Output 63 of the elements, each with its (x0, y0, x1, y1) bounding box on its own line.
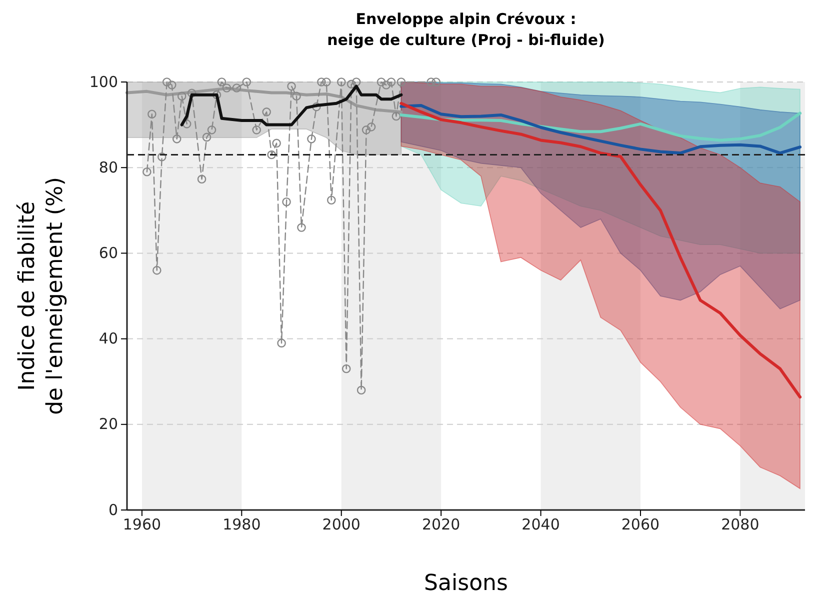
y-tick-label: 60 (98, 244, 118, 262)
point (297, 223, 306, 232)
x-tick-label: 2000 (322, 516, 360, 534)
point (172, 134, 182, 144)
point (326, 196, 336, 205)
point (336, 78, 346, 86)
point (148, 110, 156, 118)
point (272, 138, 281, 148)
point (356, 386, 366, 395)
point (376, 78, 386, 86)
point (197, 174, 206, 184)
point (187, 88, 196, 98)
point (212, 90, 222, 100)
point (167, 80, 176, 90)
y-tick-label: 40 (98, 330, 118, 348)
x-tick-label: 2020 (422, 516, 460, 534)
point (207, 126, 216, 134)
point (346, 80, 356, 89)
point (352, 78, 361, 86)
point (342, 364, 351, 374)
point (152, 266, 162, 275)
x-tick-label: 2080 (721, 516, 760, 534)
point (157, 152, 166, 162)
point (142, 167, 152, 176)
point (162, 78, 172, 86)
point (292, 92, 301, 101)
y-tick-label: 0 (108, 500, 118, 519)
point (287, 82, 296, 91)
x-tick-label: 1980 (222, 516, 261, 534)
point (432, 78, 440, 86)
point (366, 122, 376, 132)
point (267, 150, 276, 160)
point (242, 78, 252, 86)
point (322, 78, 331, 86)
point (282, 197, 291, 206)
point (312, 102, 321, 112)
y-tick-label: 20 (98, 415, 118, 434)
y-tick-label: 80 (98, 158, 118, 176)
x-tick-label: 1960 (122, 516, 162, 534)
point (217, 78, 226, 86)
y-axis-title: Indice de fiabilité de l'enneigement (%) (15, 177, 68, 415)
point (317, 78, 326, 86)
point (382, 80, 391, 90)
point (307, 134, 316, 144)
point (222, 84, 232, 92)
point (262, 108, 271, 116)
point (386, 78, 396, 86)
point (277, 338, 286, 348)
line-series (400, 102, 802, 399)
point (177, 92, 186, 101)
point (232, 84, 242, 92)
y-tick-label: 100 (89, 72, 118, 91)
point (362, 126, 371, 134)
chart-title: Enveloppe alpin Crévoux : neige de culture (Proj - bi-fluide) (327, 10, 605, 49)
x-tick-label: 2060 (621, 516, 660, 534)
x-axis-title: Saisons (424, 571, 508, 596)
point (426, 78, 436, 86)
line-series (400, 104, 802, 155)
point (202, 132, 212, 142)
point (392, 112, 401, 121)
point (252, 126, 262, 134)
point (396, 78, 406, 86)
x-tick-label: 2040 (522, 516, 560, 534)
